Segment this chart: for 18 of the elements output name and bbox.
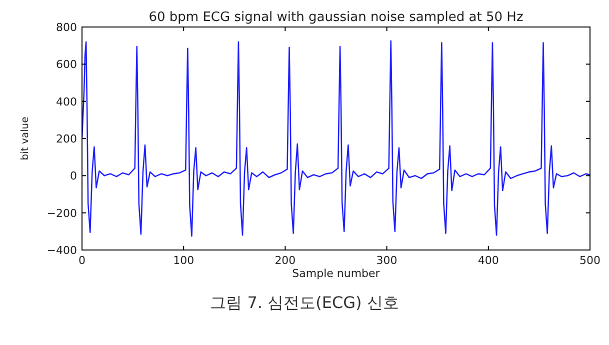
y-tick-label: 800 <box>56 21 77 34</box>
y-tick-label: 600 <box>56 58 77 72</box>
x-tick-label: 400 <box>478 254 499 267</box>
x-tick-label: 100 <box>173 254 194 267</box>
x-tick-label: 0 <box>78 254 86 267</box>
y-tick-label: −400 <box>46 244 77 257</box>
y-tick-label: 0 <box>70 170 77 183</box>
line-series <box>82 40 590 237</box>
y-tick-label: 400 <box>56 95 77 108</box>
y-tick-label: −200 <box>46 206 77 220</box>
chart-title: 60 bpm ECG signal with gaussian noise sampled at 50 Hz <box>148 10 524 25</box>
y-tick-label: 200 <box>56 132 77 146</box>
x-axis-title: Sample number <box>292 267 380 280</box>
y-axis-title: bit value <box>20 116 31 160</box>
x-tick-label: 300 <box>376 254 398 267</box>
caption: 그림 7. 심전도(ECG) 신호 <box>210 293 399 312</box>
x-tick-label: 500 <box>580 254 600 267</box>
x-tick-label: 200 <box>274 254 296 267</box>
